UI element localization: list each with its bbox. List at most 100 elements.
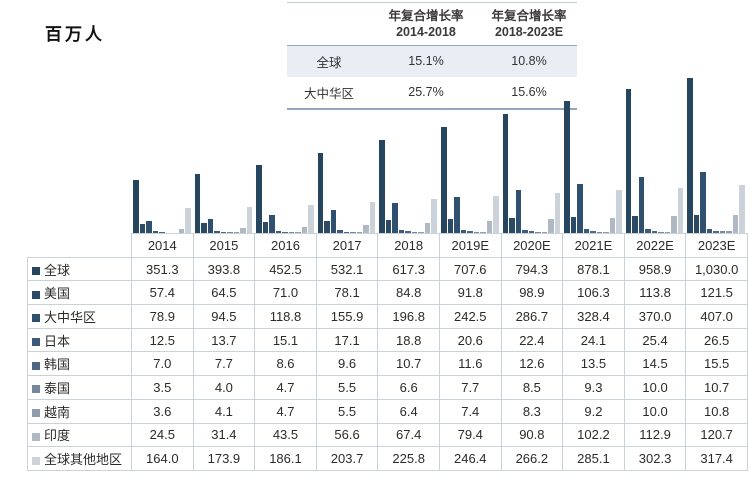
legend-swatch-greater-china — [32, 314, 40, 323]
legend-swatch-japan — [32, 338, 40, 347]
bar-global-2023E — [687, 78, 693, 233]
cell-vietnam-2015: 4.1 — [192, 398, 256, 424]
series-label-rest-of-world: 全球其他地区 — [44, 452, 123, 468]
bar-vietnam-2017 — [356, 232, 363, 233]
bar-vietnam-2016 — [295, 232, 301, 233]
cell-greater-china-2017: 155.9 — [315, 304, 379, 329]
cell-us-2018: 84.8 — [377, 280, 440, 306]
cell-vietnam-2014: 3.6 — [131, 398, 194, 424]
cell-thailand-2023E: 10.7 — [685, 375, 748, 400]
bar-us-2015 — [201, 223, 207, 233]
bar-global-2022E — [625, 88, 632, 233]
cell-vietnam-2022E: 10.0 — [623, 398, 687, 424]
cell-india-2015: 31.4 — [192, 422, 256, 448]
legend-swatch-india — [32, 432, 40, 441]
cagr-col-header-2014-2018: 年复合增长率 2014-2018 — [371, 2, 481, 46]
cell-us-2023E: 121.5 — [685, 280, 748, 306]
bar-us-2021E — [570, 217, 577, 233]
legend-swatch-us — [32, 290, 40, 299]
series-label-greater-china: 大中华区 — [44, 309, 97, 325]
cell-india-2016: 43.5 — [254, 422, 317, 448]
cell-vietnam-2023E: 10.8 — [685, 398, 748, 424]
legend-swatch-korea — [32, 361, 40, 370]
bar-japan-2015 — [214, 230, 220, 233]
year-col-header-2020E: 2020E — [500, 233, 564, 258]
year-header-row: 2014 2015 2016 2017 2018 2019E 2020E 2021E 2022E… — [28, 233, 748, 258]
bar-india-2018 — [424, 222, 431, 233]
bar-vietnam-2018 — [418, 232, 424, 233]
cell-vietnam-2017: 5.5 — [315, 398, 379, 424]
bar-korea-2017 — [343, 231, 350, 233]
table-body: 全球 351.3 393.8 452.5 532.1 617.3 707.6 794.3 878… — [27, 256, 748, 471]
bar-india-2015 — [240, 228, 246, 233]
cell-greater-china-2020E: 286.7 — [500, 304, 564, 329]
series-label-us: 美国 — [44, 286, 71, 302]
cell-vietnam-2018: 6.4 — [377, 398, 440, 424]
bar-rest-of-world-2022E — [677, 187, 684, 233]
bar-group-2019E — [439, 78, 501, 233]
cell-rest-of-world-2015: 173.9 — [192, 446, 256, 471]
cell-thailand-2017: 5.5 — [315, 375, 379, 400]
cell-vietnam-2019E: 7.4 — [438, 398, 502, 424]
cell-india-2020E: 90.8 — [500, 422, 564, 448]
bar-greater-china-2019E — [454, 196, 460, 233]
bar-greater-china-2021E — [577, 183, 583, 233]
bar-us-2022E — [632, 215, 638, 233]
cell-rest-of-world-2019E: 246.4 — [438, 446, 502, 471]
cell-korea-2015: 7.7 — [192, 351, 256, 377]
bar-india-2019E — [486, 221, 493, 233]
cell-korea-2020E: 12.6 — [500, 351, 564, 377]
bar-thailand-2017 — [350, 232, 356, 233]
cell-thailand-2020E: 8.5 — [500, 375, 564, 400]
series-label-vietnam: 越南 — [44, 404, 71, 420]
bar-global-2018 — [379, 140, 385, 233]
cell-greater-china-2021E: 328.4 — [562, 304, 625, 329]
table-row-india: 印度 24.5 31.4 43.5 56.6 67.4 79.4 90.8 102.2 112.9… — [27, 422, 748, 448]
row-label-cell-greater-china: 大中华区 — [27, 304, 132, 329]
cell-greater-china-2014: 78.9 — [131, 304, 194, 329]
bar-group-2015 — [193, 78, 255, 233]
bar-us-2023E — [693, 214, 700, 233]
bar-global-2015 — [194, 173, 201, 233]
series-label-korea: 韩国 — [44, 357, 71, 373]
bar-japan-2017 — [337, 230, 343, 233]
bar-vietnam-2020E — [541, 231, 548, 233]
bar-us-2014 — [139, 224, 146, 233]
bar-greater-china-2014 — [146, 221, 152, 233]
cell-japan-2015: 13.7 — [192, 327, 256, 353]
cagr-col-header-2018-2023e: 年复合增长率 2018-2023E — [481, 2, 577, 46]
bar-global-2020E — [502, 113, 509, 233]
cagr-row-label: 大中华区 — [287, 76, 371, 110]
cell-greater-china-2015: 94.5 — [192, 304, 256, 329]
bar-rest-of-world-2021E — [616, 190, 622, 233]
bar-korea-2015 — [220, 231, 227, 233]
cell-vietnam-2021E: 9.2 — [562, 398, 625, 424]
row-label-cell-india: 印度 — [27, 422, 132, 448]
cell-global-2018: 617.3 — [377, 256, 440, 282]
cell-thailand-2014: 3.5 — [131, 375, 194, 400]
bar-group-2017 — [316, 78, 378, 233]
row-label-cell-global: 全球 — [27, 256, 132, 282]
bar-japan-2016 — [275, 230, 282, 233]
cell-rest-of-world-2016: 186.1 — [254, 446, 317, 471]
cagr-table: 年复合增长率 2014-2018 年复合增长率 2018-2023E 全球 15… — [287, 2, 577, 110]
bar-us-2019E — [447, 219, 454, 233]
cagr-col-header-line2: 2018-2023E — [494, 25, 564, 40]
bar-greater-china-2015 — [207, 218, 214, 233]
cell-rest-of-world-2022E: 302.3 — [623, 446, 687, 471]
bar-thailand-2015 — [227, 232, 233, 233]
cell-japan-2017: 17.1 — [315, 327, 379, 353]
cell-greater-china-2022E: 370.0 — [623, 304, 687, 329]
cagr-col-header-line1: 年复合增长率 — [388, 9, 464, 23]
cagr-value: 25.7% — [371, 76, 481, 110]
bar-group-2018 — [377, 78, 439, 233]
series-label-global: 全球 — [44, 262, 71, 278]
bar-thailand-2019E — [473, 231, 480, 233]
bar-vietnam-2019E — [480, 231, 486, 233]
bar-japan-2022E — [645, 229, 651, 233]
bar-japan-2018 — [398, 230, 405, 233]
cagr-value: 10.8% — [511, 54, 547, 68]
cell-global-2016: 452.5 — [254, 256, 317, 282]
bar-rest-of-world-2016 — [308, 205, 314, 233]
